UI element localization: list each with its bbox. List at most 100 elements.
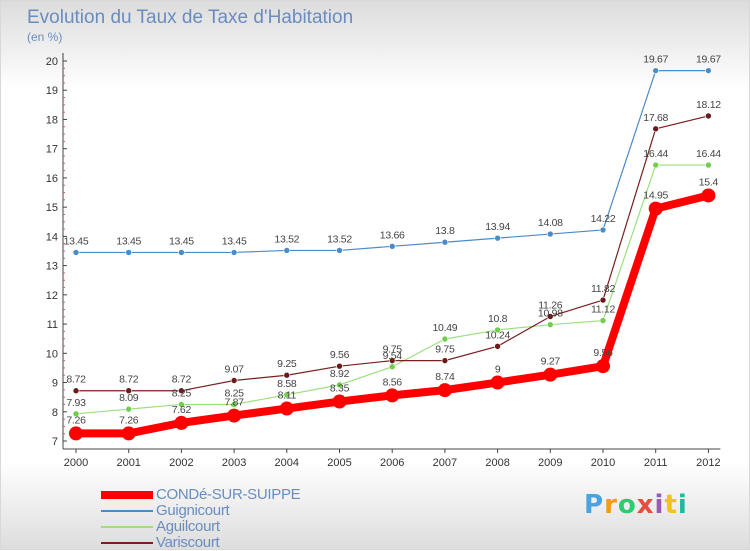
x-tick-label: 2007 [433,457,457,469]
x-tick-label: 2001 [116,457,140,469]
data-point-guignicourt [705,67,712,74]
data-label: 9.54 [383,350,403,362]
x-tick-label: 2004 [275,457,299,469]
data-label: 8.56 [383,376,403,388]
data-point-variscourt [230,377,238,384]
y-tick-label: 7 [52,436,58,448]
logo-letter: i [677,490,688,520]
logo-letter: t [664,490,678,520]
data-point-cond-sur-suippe [701,188,716,203]
legend-label: Aguilcourt [156,518,220,535]
data-label: 9.75 [383,344,403,356]
x-tick-label: 2011 [644,457,668,469]
data-label: 13.8 [435,225,455,237]
data-label: 8.72 [119,374,139,386]
data-label: 13.45 [169,235,194,247]
data-label: 8.72 [66,374,86,386]
data-point-cond-sur-suippe [121,426,136,441]
data-point-aguilcourt [230,401,238,408]
data-label: 7.26 [119,414,139,426]
data-label: 13.66 [380,229,405,241]
x-tick-label: 2005 [327,457,351,469]
data-point-aguilcourt [494,326,501,334]
data-point-guignicourt [230,249,238,256]
data-point-cond-sur-suippe [227,408,242,423]
data-point-variscourt [705,112,712,120]
data-label: 14.08 [538,217,563,229]
legend-swatch [101,491,153,499]
data-label: 9.56 [330,349,350,361]
data-label: 11.12 [591,304,615,316]
data-point-aguilcourt [546,321,554,328]
legend-swatch [101,526,153,528]
legend-label: Variscourt [156,534,220,551]
x-tick-label: 2002 [169,457,193,469]
data-label: 13.52 [327,233,352,245]
data-point-aguilcourt [283,391,291,399]
y-tick-label: 14 [46,231,58,243]
data-point-aguilcourt [178,401,185,408]
data-point-cond-sur-suippe [648,201,663,216]
data-label: 14.22 [591,213,616,225]
y-tick-label: 11 [47,319,58,331]
data-point-variscourt [336,362,343,370]
data-point-cond-sur-suippe [332,394,347,409]
data-label: 9.56 [593,347,613,359]
y-tick-label: 15 [46,202,58,214]
data-label: 13.94 [485,221,510,233]
data-label: 9 [495,364,501,376]
data-label: 8.58 [277,378,297,390]
series-line-guignicourt [75,70,710,254]
data-label: 7.87 [224,397,244,409]
x-tick-label: 2012 [696,457,720,469]
y-tick-label: 10 [46,348,58,360]
data-point-guignicourt [652,67,660,74]
data-point-aguilcourt [125,405,132,413]
data-label: 10.8 [488,313,508,325]
data-label: 8.74 [435,371,455,383]
legend-swatch [101,542,153,544]
legend-swatch [101,510,153,512]
data-point-aguilcourt [388,363,396,371]
data-label: 16.44 [696,148,721,160]
x-tick-label: 2008 [485,457,509,469]
data-label: 13.52 [274,233,299,245]
logo-letter: x [636,490,655,520]
data-point-guignicourt [283,247,291,254]
data-label: 9.75 [435,344,455,356]
data-point-cond-sur-suippe [490,375,505,390]
x-tick-label: 2009 [538,457,562,469]
legend-label: Guignicourt [156,502,230,519]
data-label: 8.25 [224,387,244,399]
data-point-variscourt [494,342,501,350]
data-label: 16.44 [643,148,668,160]
data-point-variscourt [388,357,396,364]
data-point-variscourt [599,296,607,304]
chart-subtitle: (en %) [27,30,63,44]
data-point-aguilcourt [441,335,449,343]
data-point-aguilcourt [652,161,660,169]
data-label: 10.98 [538,308,563,320]
data-label: 9.07 [224,363,244,375]
data-label: 9.25 [277,358,297,370]
proxiti-logo: Proxiti [584,490,688,520]
y-tick-label: 13 [46,261,58,273]
data-label: 17.68 [643,112,668,124]
data-point-aguilcourt [705,161,712,169]
data-label: 8.25 [172,387,192,399]
y-tick-label: 20 [46,56,58,68]
data-label: 13.45 [222,235,247,247]
data-point-variscourt [283,371,291,379]
data-point-cond-sur-suippe [69,426,83,441]
y-tick-label: 8 [52,407,58,419]
data-point-guignicourt [441,238,449,246]
x-tick-label: 2000 [64,457,88,469]
data-point-variscourt [125,387,132,395]
y-tick-label: 18 [46,114,58,126]
data-point-variscourt [178,387,185,395]
data-label: 10.49 [433,322,458,334]
data-point-aguilcourt [72,410,80,418]
data-point-cond-sur-suippe [279,401,294,416]
